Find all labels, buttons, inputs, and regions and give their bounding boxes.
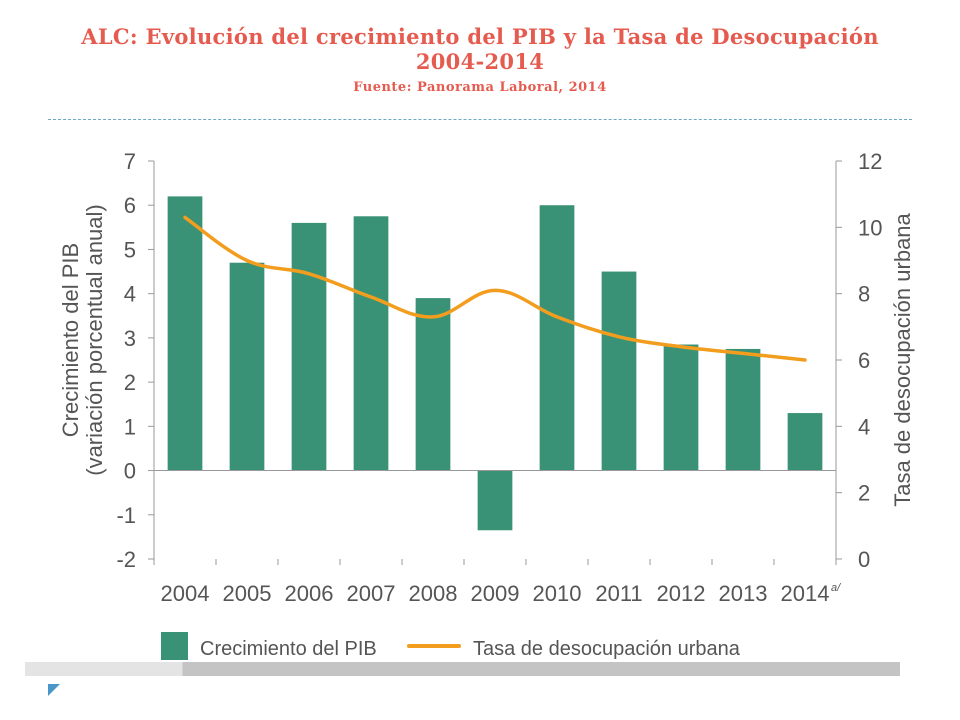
- x-tick-label: 2011: [595, 581, 642, 606]
- legend-bar-swatch: [161, 632, 188, 660]
- right-tick-label: 12: [858, 149, 882, 174]
- left-tick-label: 0: [124, 459, 136, 484]
- x-tick-label: 2007: [347, 581, 396, 606]
- x-tick-footnote: a/: [831, 582, 841, 594]
- right-tick-label: 6: [858, 348, 870, 373]
- left-axis-ticks: -2 -1 0 1 2 3 4 5 6 7: [116, 149, 154, 572]
- bar-2008: [415, 298, 451, 471]
- left-tick-label: -1: [116, 503, 136, 528]
- x-tick-label: 2013: [719, 581, 768, 606]
- source-note: Fuente: Panorama Laboral, 2014: [353, 80, 607, 95]
- bar-2006: [291, 222, 327, 471]
- left-axis-label-line2: (variación porcentual anual): [82, 204, 107, 476]
- x-tick-label: 2004: [161, 581, 210, 606]
- bar-2005: [229, 262, 265, 471]
- left-tick-label: -2: [116, 547, 136, 572]
- bar-2011: [601, 271, 637, 471]
- left-tick-label: 3: [124, 326, 136, 351]
- x-tick-label: 2005: [223, 581, 272, 606]
- right-tick-label: 2: [858, 481, 870, 506]
- right-tick-label: 8: [858, 282, 870, 307]
- x-tick-label: 2006: [285, 581, 334, 606]
- title-divider: [48, 119, 912, 120]
- left-tick-label: 5: [124, 237, 136, 262]
- x-tick-label: 2009: [471, 581, 520, 606]
- legend: Crecimiento del PIB Tasa de desocupación…: [161, 632, 741, 660]
- bar-2009: [477, 470, 513, 531]
- legend-line-label: Tasa de desocupación urbana: [473, 638, 741, 660]
- bar-2013: [725, 348, 761, 471]
- slide-title: ALC: Evolución del crecimiento del PIB y…: [0, 24, 960, 74]
- bar-series: [167, 196, 823, 531]
- bar-2010: [539, 205, 575, 471]
- right-tick-label: 0: [858, 547, 870, 572]
- bar-2012: [663, 344, 699, 471]
- left-tick-label: 4: [124, 282, 136, 307]
- title-line-2: 2004-2014: [415, 49, 545, 74]
- right-tick-label: 10: [858, 215, 882, 240]
- bar-2004: [167, 196, 203, 471]
- bar-2007: [353, 216, 389, 471]
- x-tick-label: 2010: [533, 581, 582, 606]
- right-axis-ticks: 0 2 4 6 8 10 12: [836, 149, 882, 572]
- footer-bar: [25, 662, 900, 676]
- x-tick-label: 2014: [781, 581, 830, 606]
- x-tick-label: 2012: [657, 581, 706, 606]
- x-tick-label: 2008: [409, 581, 458, 606]
- left-tick-label: 2: [124, 370, 136, 395]
- left-tick-label: 7: [124, 149, 136, 174]
- unemployment-line: [183, 215, 807, 362]
- x-axis-ticks: 2004 2005 2006 2007 2008 2009 2010 2011 2012 2013…: [153, 559, 841, 606]
- left-tick-label: 1: [124, 414, 136, 439]
- corner-mark: [48, 684, 60, 696]
- left-axis-label-line1: Crecimiento del PIB: [58, 243, 83, 437]
- legend-bar-label: Crecimiento del PIB: [200, 638, 377, 660]
- right-axis-label: Tasa de desocupación urbana: [890, 212, 915, 506]
- left-tick-label: 6: [124, 193, 136, 218]
- bar-2014: [787, 413, 823, 471]
- title-line-1: ALC: Evolución del crecimiento del PIB y…: [81, 24, 879, 49]
- right-tick-label: 4: [858, 414, 870, 439]
